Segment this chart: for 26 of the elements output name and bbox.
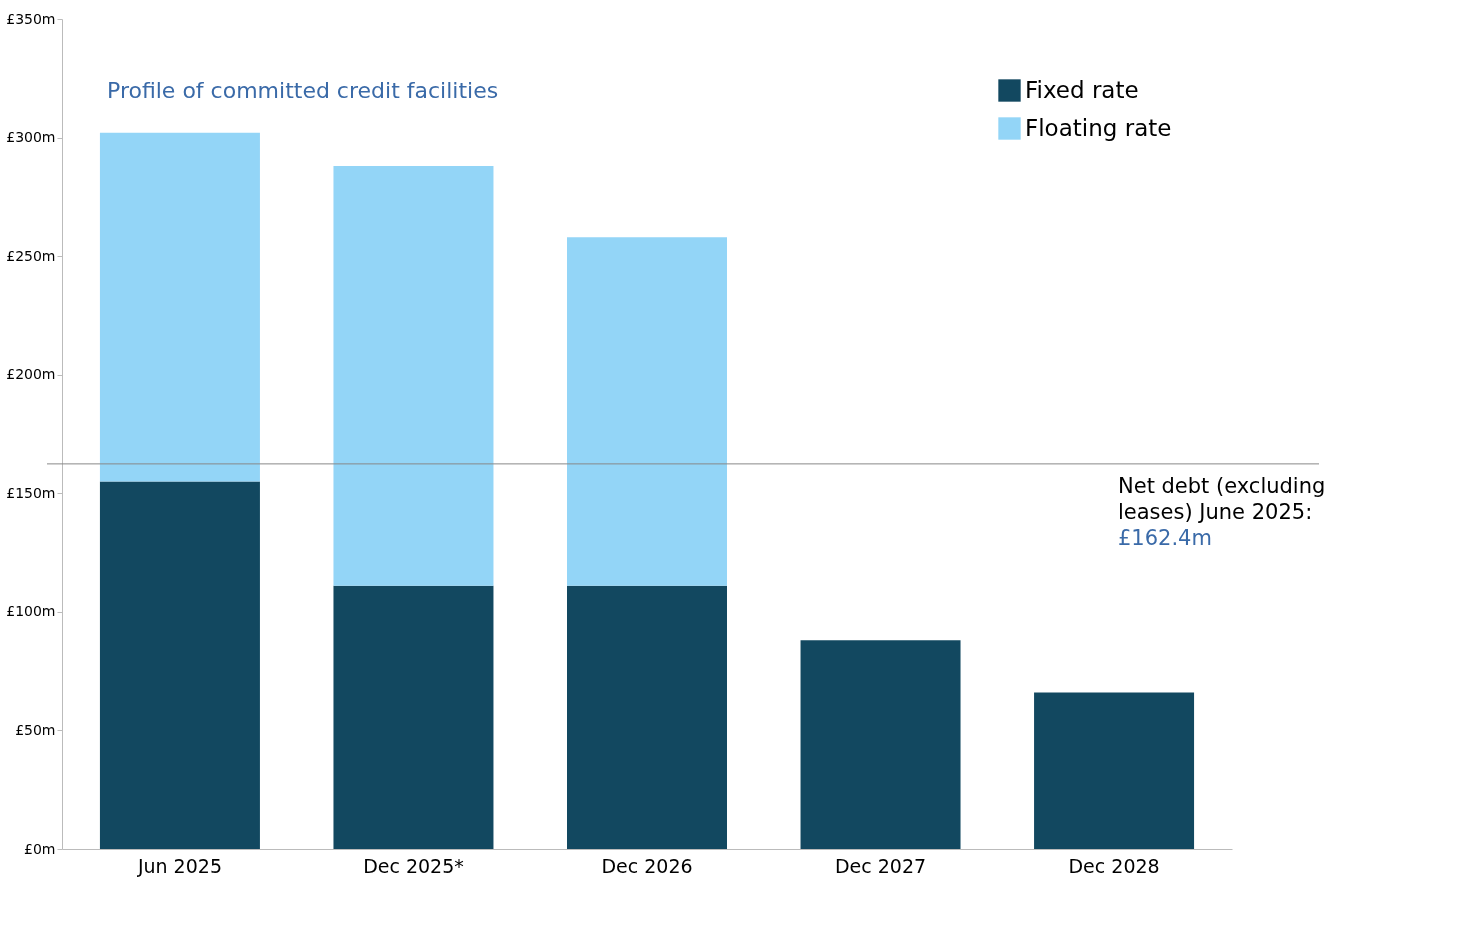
y-tick-label: £250m (6, 247, 56, 264)
bar (333, 585, 494, 849)
bar (333, 166, 494, 586)
y-tick-label: £200m (6, 366, 56, 383)
annotation: £162.4m (1118, 525, 1212, 550)
x-tick-label: Jun 2025 (136, 854, 222, 877)
text: Profile of committed credit facilities (107, 78, 499, 103)
bar (99, 132, 260, 482)
y-tick-label: £350m (6, 10, 56, 27)
x-tick-label: Dec 2028 (1068, 854, 1160, 877)
y-tick-label: £0m (24, 840, 56, 857)
bar (567, 585, 727, 849)
y-tick-label: £100m (6, 603, 56, 620)
bar (99, 481, 260, 849)
y-tick-label: £50m (15, 721, 56, 738)
legend-label: Fixed rate (1025, 76, 1139, 103)
x-tick-label: Dec 2027 (834, 854, 927, 877)
bar (800, 640, 961, 849)
legend-label: Floating rate (1025, 114, 1172, 141)
ref-line-label: Net debt (excluding leases) June 2025: (1118, 473, 1326, 524)
y-tick-label: £150m (6, 484, 56, 501)
x-tick-label: Dec 2025* (363, 854, 464, 877)
bar (567, 237, 727, 586)
bar (1034, 692, 1195, 849)
y-tick-label: £300m (6, 129, 56, 146)
x-tick-label: Dec 2026 (601, 854, 693, 877)
